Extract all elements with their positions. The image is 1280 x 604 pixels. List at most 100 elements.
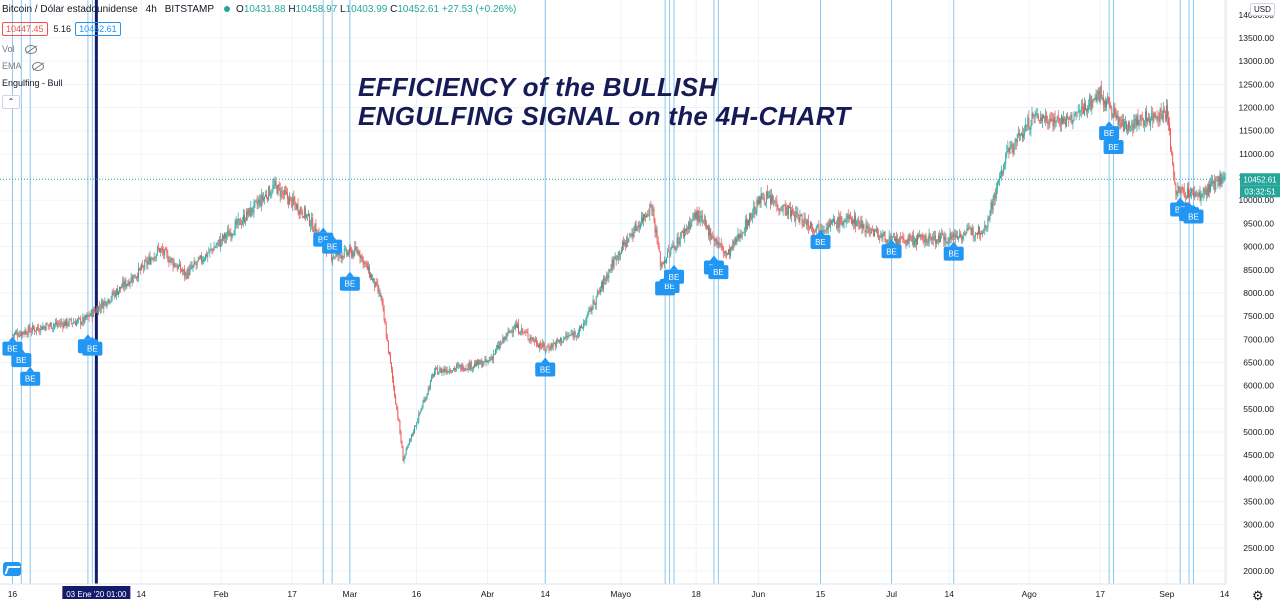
candle: [1027, 117, 1029, 126]
candle: [186, 272, 188, 279]
candle: [1131, 124, 1133, 127]
candle: [965, 232, 967, 236]
candle: [1180, 188, 1182, 193]
gear-icon[interactable]: ⚙: [1252, 588, 1264, 603]
candle: [1219, 174, 1221, 187]
candle: [1032, 113, 1034, 117]
candle: [652, 209, 654, 211]
candle: [1162, 109, 1164, 120]
tradingview-logo-icon[interactable]: [3, 562, 21, 576]
candle: [38, 327, 40, 332]
candle: [235, 220, 237, 224]
hidden-eye-icon[interactable]: [31, 62, 44, 72]
candle: [114, 292, 116, 297]
candle: [696, 210, 698, 221]
candle: [32, 326, 34, 329]
be-marker-label: BE: [25, 375, 36, 384]
candle: [665, 260, 666, 263]
candle: [790, 207, 791, 217]
indicator-ema[interactable]: EMA: [2, 61, 44, 72]
candle: [1135, 118, 1137, 126]
candle: [150, 258, 152, 265]
candle: [729, 248, 731, 256]
symbol-header[interactable]: Bitcoin / Dólar estadounidense 4h BITSTAMP…: [2, 4, 516, 15]
be-marker-arrow: [1176, 197, 1185, 203]
candle: [639, 223, 641, 228]
candle: [658, 247, 660, 252]
candle: [1185, 197, 1187, 199]
candle: [202, 260, 203, 263]
candle: [757, 200, 759, 205]
candle: [240, 224, 242, 226]
candle: [79, 318, 81, 319]
candle: [1091, 99, 1093, 110]
bid-price[interactable]: 10447.45: [2, 22, 48, 36]
candle: [370, 274, 371, 278]
candle: [956, 236, 958, 240]
crosshair-date-label: 03 Ene '20 01:00: [66, 590, 127, 599]
indicator-vol[interactable]: Vol: [2, 44, 37, 55]
symbol-name[interactable]: Bitcoin / Dólar estadounidense: [2, 4, 138, 15]
y-tick-label: 4500.00: [1243, 450, 1274, 460]
collapse-legend-button[interactable]: ⌃: [2, 95, 20, 109]
candle: [170, 257, 172, 261]
candle: [239, 218, 241, 225]
candle: [258, 199, 260, 203]
candle: [746, 220, 748, 230]
candle: [714, 239, 716, 242]
candle: [1085, 103, 1086, 110]
candle: [427, 387, 429, 395]
indicator-engulfing[interactable]: Engulfing - Bull: [2, 78, 63, 88]
candle: [87, 314, 89, 316]
ask-price[interactable]: 10452.61: [75, 22, 121, 36]
candle: [469, 361, 471, 370]
candle: [272, 185, 274, 193]
candle: [373, 277, 375, 280]
candle: [133, 274, 135, 279]
candle: [422, 402, 424, 408]
candle: [913, 240, 915, 245]
candle: [795, 211, 797, 221]
candle: [418, 412, 420, 421]
candle: [701, 215, 703, 221]
candle: [1039, 117, 1041, 121]
candle: [979, 226, 980, 234]
candle: [1124, 122, 1126, 123]
candle: [535, 339, 537, 345]
candle: [190, 265, 192, 268]
ohlc-values: O10431.88 H10458.97 L10403.99 C10452.61 …: [236, 4, 517, 15]
candle: [160, 248, 161, 252]
candle: [77, 319, 78, 322]
candle: [400, 432, 402, 443]
candle: [976, 232, 978, 235]
x-tick-label: 17: [1096, 589, 1106, 599]
candle: [770, 195, 771, 205]
candle: [857, 220, 859, 222]
candle: [947, 241, 949, 243]
x-tick-label: Jun: [752, 589, 766, 599]
candle: [794, 214, 796, 221]
candle: [826, 227, 828, 230]
candle: [541, 346, 543, 348]
candle: [266, 195, 267, 198]
candle: [1022, 133, 1023, 138]
candle: [345, 249, 347, 255]
candle: [233, 234, 235, 235]
candle: [610, 269, 612, 270]
candle: [41, 326, 43, 330]
candle: [1089, 96, 1091, 106]
hidden-eye-icon[interactable]: [24, 45, 37, 55]
currency-button[interactable]: USD: [1250, 3, 1275, 16]
candle: [762, 197, 764, 199]
candle: [842, 223, 844, 225]
candle: [841, 218, 843, 226]
candle: [35, 330, 36, 332]
market-open-icon: [224, 6, 231, 13]
candle: [849, 214, 851, 219]
interval-label[interactable]: 4h: [145, 4, 157, 15]
candle: [245, 220, 246, 223]
candle: [778, 209, 780, 212]
candle: [544, 345, 546, 351]
candle: [1061, 117, 1063, 124]
